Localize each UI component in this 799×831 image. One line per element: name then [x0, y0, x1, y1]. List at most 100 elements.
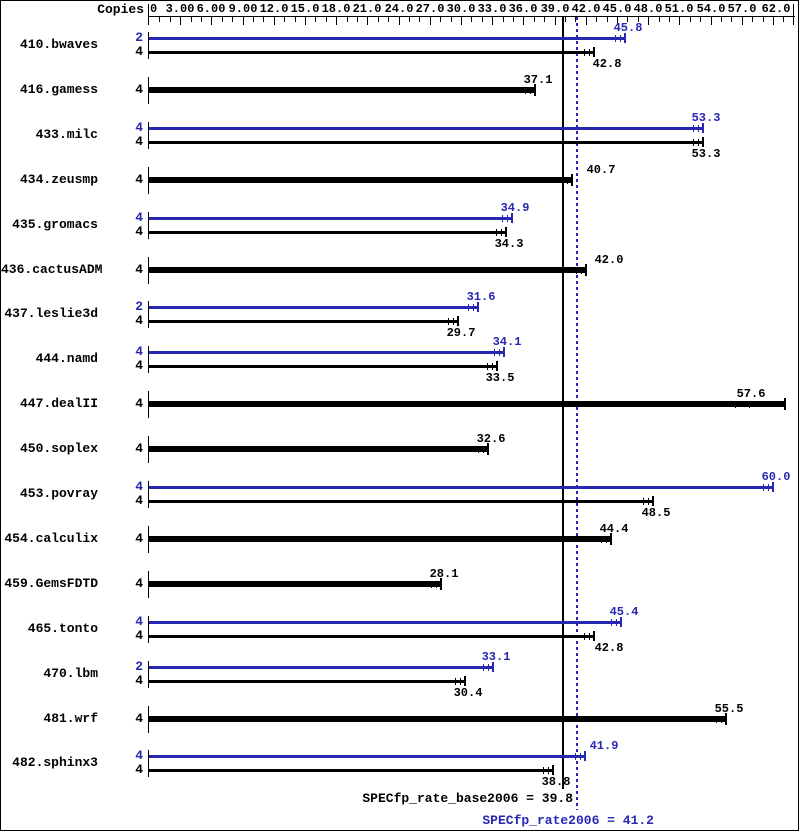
axis-tick-label: 30.0 — [446, 2, 476, 16]
group-baseline — [148, 212, 149, 239]
benchmark-label: 444.namd — [35, 351, 98, 366]
axis-tick-label: 57.0 — [727, 2, 757, 16]
copies-count: 4 — [135, 531, 143, 546]
axis-minor-tick — [451, 17, 452, 22]
axis-minor-tick — [596, 17, 597, 22]
bar-454.calculix-base — [149, 536, 611, 542]
axis-major-tick — [305, 17, 306, 25]
bar-endcap — [511, 213, 513, 223]
axis-minor-tick — [170, 17, 171, 22]
run-tick — [735, 401, 736, 408]
bar-endcap — [571, 174, 573, 186]
benchmark-label: 481.wrf — [43, 711, 98, 726]
bar-endcap — [702, 123, 704, 133]
bar-endcap — [624, 33, 626, 43]
bar-value-label: 42.8 — [594, 641, 624, 655]
axis-major-tick — [711, 17, 712, 25]
axis-minor-tick — [191, 17, 192, 22]
axis-boundary-tick — [793, 4, 794, 25]
axis-minor-tick — [763, 17, 764, 22]
bar-value-label: 31.6 — [466, 290, 496, 304]
group-baseline — [148, 436, 149, 463]
bar-482.sphinx3-peak — [149, 755, 585, 758]
bar-447.dealII-base — [149, 401, 785, 407]
axis-minor-tick — [752, 17, 753, 22]
axis-tick-label: 6.00 — [196, 2, 226, 16]
benchmark-label: 416.gamess — [19, 82, 98, 97]
bar-endcap — [496, 361, 498, 371]
benchmark-label: 454.calculix — [4, 531, 98, 546]
bar-endcap — [505, 227, 507, 237]
run-tick — [584, 49, 585, 56]
run-tick — [507, 215, 508, 222]
run-tick — [562, 177, 563, 184]
bar-value-label: 55.5 — [714, 702, 744, 716]
bar-endcap — [585, 264, 587, 276]
bar-endcap — [784, 398, 786, 410]
axis-minor-tick — [440, 17, 441, 22]
run-tick — [643, 498, 644, 505]
bar-value-label: 45.4 — [609, 605, 639, 619]
run-tick — [548, 767, 549, 774]
bar-459.GemsFDTD-base — [149, 581, 441, 587]
axis-tick-label: 18.0 — [321, 2, 351, 16]
bar-value-label: 33.5 — [485, 371, 515, 385]
bar-435.gromacs-peak — [149, 217, 512, 220]
run-tick — [581, 267, 582, 274]
run-tick — [589, 49, 590, 56]
bar-endcap — [477, 302, 479, 312]
copies-count: 4 — [135, 762, 143, 777]
run-tick — [455, 678, 456, 685]
axis-minor-tick — [544, 17, 545, 22]
axis-major-tick — [399, 17, 400, 25]
group-baseline — [148, 616, 149, 643]
axis-minor-tick — [357, 17, 358, 22]
copies-count: 4 — [135, 358, 143, 373]
run-tick — [584, 633, 585, 640]
bar-value-label: 34.3 — [494, 237, 524, 251]
axis-major-tick — [773, 17, 774, 25]
run-tick — [575, 753, 576, 760]
axis-tick-label: 3.00 — [165, 2, 195, 16]
run-tick — [492, 363, 493, 370]
reference-line-peak — [576, 17, 578, 810]
axis-major-tick — [648, 17, 649, 25]
copies-count: 4 — [135, 711, 143, 726]
run-tick — [487, 363, 488, 370]
copies-count: 4 — [135, 313, 143, 328]
axis-minor-tick — [471, 17, 472, 22]
run-tick — [453, 318, 454, 325]
axis-major-tick — [430, 17, 431, 25]
axis-minor-tick — [159, 17, 160, 22]
axis-major-tick — [461, 17, 462, 25]
axis-minor-tick — [607, 17, 608, 22]
axis-minor-tick — [638, 17, 639, 22]
run-tick — [473, 304, 474, 311]
axis-tick-label: 54.0 — [696, 2, 726, 16]
bar-value-label: 32.6 — [476, 432, 506, 446]
bar-value-label: 40.7 — [586, 163, 616, 177]
bar-453.povray-peak — [149, 486, 773, 489]
copies-count: 4 — [135, 493, 143, 508]
group-baseline — [148, 77, 149, 104]
group-baseline — [148, 526, 149, 553]
bar-470.lbm-peak — [149, 666, 493, 669]
benchmark-label: 447.dealII — [19, 396, 98, 411]
axis-major-tick — [243, 17, 244, 25]
group-baseline — [148, 391, 149, 418]
benchmark-label: 434.zeusmp — [19, 172, 98, 187]
run-tick — [580, 753, 581, 760]
run-tick — [468, 304, 469, 311]
run-tick — [749, 401, 750, 408]
axis-major-tick — [180, 17, 181, 25]
benchmark-label: 435.gromacs — [12, 217, 98, 232]
bar-endcap — [610, 533, 612, 545]
run-tick — [525, 87, 526, 94]
copies-count: 4 — [135, 224, 143, 239]
bar-endcap — [593, 47, 595, 57]
bar-value-label: 34.9 — [500, 201, 530, 215]
axis-major-tick — [679, 17, 680, 25]
axis-minor-tick — [201, 17, 202, 22]
run-tick — [496, 229, 497, 236]
